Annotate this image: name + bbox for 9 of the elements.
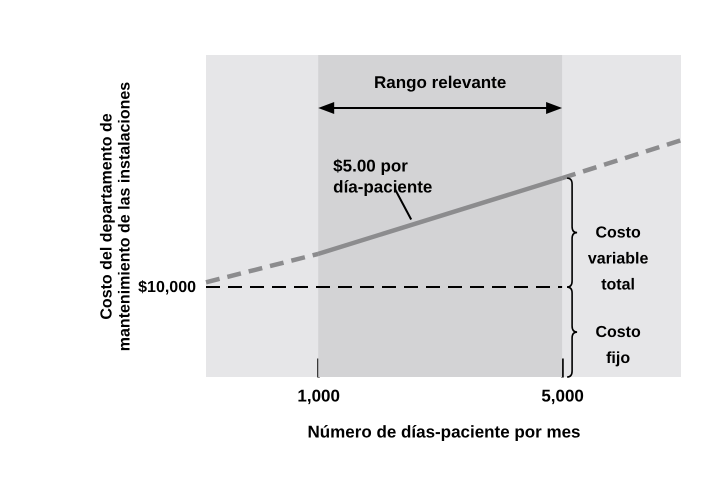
- annotation: Costo fijo: [595, 324, 641, 368]
- annotation: Costo variable total: [588, 224, 648, 294]
- y-axis-title: Costo del departamento de mantenimiento de las instalaciones: [98, 82, 134, 352]
- annotation: $5.00 por día-paciente: [333, 156, 432, 196]
- x-tick-label: 5,000: [541, 386, 584, 406]
- annotation: $10,000: [138, 279, 196, 296]
- x-tick-label: 1,000: [297, 386, 340, 406]
- band-label: Rango relevante: [374, 73, 506, 92]
- x-axis-title: Número de días-paciente por mes: [307, 422, 581, 442]
